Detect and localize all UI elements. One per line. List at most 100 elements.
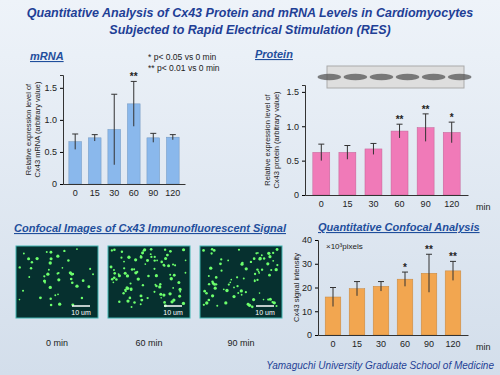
x-tick-label: 30 bbox=[376, 339, 386, 349]
fluorescent-dot bbox=[89, 268, 91, 270]
fluorescent-dot bbox=[272, 260, 274, 262]
x-tick: 90 bbox=[424, 335, 434, 349]
error-bar-stem bbox=[399, 124, 400, 138]
y-tick-mark bbox=[302, 195, 305, 196]
fluorescent-dot bbox=[243, 277, 245, 279]
fluorescent-dot bbox=[220, 258, 222, 260]
chart-title: mRNA bbox=[30, 50, 64, 62]
fluorescent-dot bbox=[170, 277, 173, 280]
blot-band bbox=[317, 74, 341, 80]
fluorescent-dot bbox=[150, 256, 152, 258]
fluorescent-dot bbox=[173, 274, 176, 277]
slide: Quantitative Analysis of Cx43 Protein an… bbox=[0, 0, 500, 375]
x-tick-label: 90 bbox=[148, 188, 158, 198]
error-bar bbox=[397, 124, 403, 138]
error-bar bbox=[72, 134, 78, 149]
fluorescent-dot bbox=[153, 259, 155, 261]
fluorescent-dot bbox=[263, 299, 265, 301]
error-bar-stem bbox=[114, 94, 115, 165]
fluorescent-dot bbox=[130, 288, 133, 291]
fluorescent-dot bbox=[124, 272, 127, 275]
fluorescent-dot bbox=[159, 293, 162, 296]
chart: mRNA00.51.01.5015306090120Relative expre… bbox=[24, 50, 220, 198]
fluorescent-dot bbox=[147, 275, 150, 278]
fluorescent-dot bbox=[133, 268, 135, 270]
fluorescent-dot bbox=[203, 290, 206, 293]
fluorescent-dot bbox=[236, 285, 238, 287]
y-tick: 40 bbox=[302, 235, 318, 245]
error-bar-stem bbox=[94, 135, 95, 141]
plot-area bbox=[325, 254, 461, 335]
fluorescent-dot bbox=[50, 251, 53, 254]
fluorescent-dot bbox=[211, 248, 214, 251]
scale-bar bbox=[164, 305, 182, 307]
y-tick-label: 1.0 bbox=[286, 122, 299, 132]
blot-band bbox=[396, 74, 420, 80]
error-bar-stem bbox=[133, 81, 134, 126]
fluorescent-dot bbox=[155, 274, 158, 277]
fluorescent-dot bbox=[272, 252, 274, 254]
fluorescent-dot bbox=[122, 292, 124, 294]
fluorescent-dot bbox=[144, 263, 146, 265]
fluorescent-dot bbox=[118, 301, 120, 303]
fluorescent-dot bbox=[261, 268, 263, 270]
error-bar-stem bbox=[381, 282, 382, 292]
fluorescent-dot bbox=[251, 306, 254, 309]
western-blot bbox=[317, 66, 471, 88]
fluorescent-dot bbox=[56, 272, 58, 274]
fluorescent-dot bbox=[44, 282, 46, 284]
fluorescent-dot bbox=[111, 249, 113, 251]
y-axis: 00.51.01.5 bbox=[286, 86, 305, 201]
x-tick: 60 bbox=[129, 184, 139, 198]
fluorescent-dot bbox=[30, 267, 32, 269]
fluorescent-dot bbox=[125, 286, 128, 289]
x-axis-line bbox=[319, 335, 469, 336]
fluorescent-dot bbox=[202, 249, 205, 252]
bar bbox=[365, 149, 382, 195]
fluorescent-dot bbox=[140, 299, 143, 302]
x-tick-label: 15 bbox=[352, 339, 362, 349]
x-tick-label: 120 bbox=[165, 188, 180, 198]
blot-frame bbox=[327, 66, 464, 88]
image-caption: 0 min bbox=[46, 338, 68, 348]
fluorescent-dot bbox=[110, 266, 113, 269]
error-bar-stem bbox=[453, 261, 454, 280]
fluorescent-dot bbox=[57, 278, 60, 281]
fluorescent-dot bbox=[172, 287, 174, 289]
y-axis-line bbox=[60, 76, 64, 185]
x-tick: 0 bbox=[330, 335, 335, 349]
fluorescent-dot bbox=[255, 252, 257, 254]
confocal-title: Confocal Images of Cx43 Immunofluorescen… bbox=[14, 222, 287, 234]
bar bbox=[445, 271, 461, 335]
fluorescent-dot bbox=[178, 295, 181, 298]
fluorescent-dot bbox=[250, 261, 252, 263]
fluorescent-dot bbox=[211, 294, 214, 297]
error-bar-cap bbox=[150, 133, 156, 134]
fluorescent-dot bbox=[258, 271, 260, 273]
fluorescent-dot bbox=[123, 267, 125, 269]
fluorescent-dot bbox=[146, 259, 149, 262]
x-tick: 15 bbox=[90, 184, 100, 198]
fluorescent-dot bbox=[126, 299, 129, 302]
error-bar bbox=[370, 143, 376, 154]
scale-label: 10 um bbox=[71, 309, 91, 316]
y-axis-label: Cx43 protein (arbitrary value) bbox=[272, 91, 281, 189]
fluorescent-dot bbox=[276, 264, 278, 266]
fluorescent-dot bbox=[31, 261, 33, 263]
y-tick-label: 0 bbox=[294, 190, 299, 200]
error-bar-stem bbox=[429, 254, 430, 292]
fluorescent-dot bbox=[163, 301, 166, 304]
fluorescent-dot bbox=[253, 257, 256, 260]
y-tick-mark bbox=[60, 88, 63, 89]
bar bbox=[373, 286, 389, 335]
fluorescent-dot bbox=[177, 281, 180, 284]
y-axis-line bbox=[302, 86, 306, 196]
error-bar bbox=[450, 261, 456, 280]
fluorescent-dot bbox=[223, 288, 225, 290]
error-bar-cap bbox=[170, 134, 176, 135]
confocal-image: 10 um90 min bbox=[200, 246, 282, 348]
significance: ** bbox=[449, 251, 457, 262]
fluorescent-dot bbox=[131, 268, 134, 271]
y-tick-mark bbox=[315, 264, 318, 265]
fluorescent-dot bbox=[113, 269, 115, 271]
